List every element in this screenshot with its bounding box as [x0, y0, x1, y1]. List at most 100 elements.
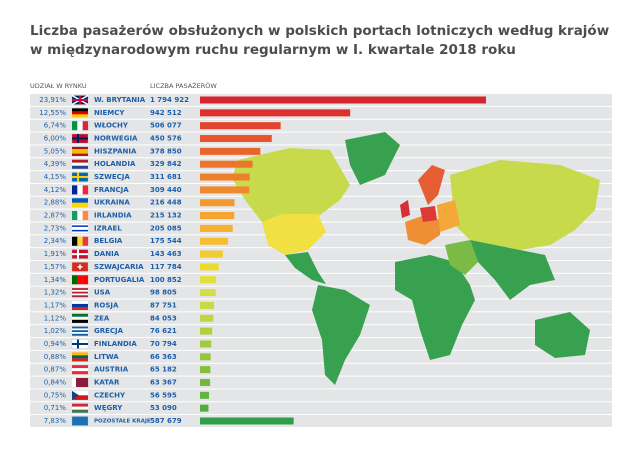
category-label: IRLANDIA [94, 212, 132, 220]
flag [72, 352, 88, 362]
flag-stripe [72, 330, 88, 333]
flag-stripe [72, 409, 88, 413]
flag-stripe [72, 226, 88, 229]
flag-stripe [72, 121, 78, 131]
bar [200, 378, 211, 386]
category-label: HISZPANIA [94, 147, 137, 155]
flag-stripe [72, 108, 88, 112]
flag-stripe [77, 236, 83, 246]
flag-stripe [72, 333, 88, 336]
row-band [30, 363, 612, 376]
bar [200, 186, 250, 194]
category-label: WĘGRY [94, 404, 123, 412]
chart-subtitle: w międzynarodowym ruchu regularnym w I. … [30, 42, 516, 58]
flag-stripe [77, 121, 83, 131]
value-label: 215 132 [150, 212, 182, 220]
flag-cross [77, 264, 83, 270]
flag-stripe [72, 355, 88, 359]
value-label: 205 085 [150, 224, 182, 232]
bar [200, 224, 233, 232]
flag [72, 223, 88, 233]
share-label: 0,88% [44, 353, 67, 361]
flag-stripe [84, 377, 89, 387]
share-label: 4,39% [44, 160, 67, 168]
share-label: 1,91% [44, 250, 67, 258]
flag-stripe [72, 275, 78, 285]
share-label: 5,05% [44, 147, 67, 155]
usa [262, 214, 326, 255]
value-header: LICZBA PASAŻERÓW [150, 81, 217, 90]
flag-stripe [82, 121, 89, 131]
flag [71, 416, 89, 426]
flag-stripe [77, 185, 83, 195]
share-label: 2,34% [44, 237, 67, 245]
flag-stripe [72, 185, 78, 195]
flag [72, 313, 88, 323]
flag-stripe [72, 406, 88, 410]
flag [71, 262, 89, 272]
bar [200, 96, 486, 104]
category-label: FINLANDIA [94, 340, 137, 348]
category-label: POZOSTAŁE KRAJE [94, 419, 151, 425]
south-asia [470, 240, 555, 300]
category-label: SZWECJA [94, 173, 130, 181]
flag-stripe [76, 377, 81, 387]
category-label: SZWAJCARIA [94, 263, 144, 271]
share-label: 4,12% [44, 186, 67, 194]
flag-stripe [72, 332, 88, 334]
south-america [312, 285, 370, 385]
flag-field [71, 416, 89, 426]
share-label: 1,32% [44, 289, 67, 297]
flag-stripe [72, 225, 88, 227]
category-label: NORWEGIA [94, 135, 138, 143]
value-label: 329 842 [150, 160, 182, 168]
share-label: 1,17% [44, 301, 67, 309]
flag-stripe [72, 153, 88, 156]
flag [71, 249, 89, 259]
row-band [30, 248, 612, 260]
chart-title: Liczba pasażerów obsłużonych w polskich … [30, 23, 609, 39]
share-label: 1,57% [44, 263, 67, 271]
flag-cross [72, 95, 88, 105]
flag-stripe [72, 165, 88, 169]
bar [200, 353, 211, 361]
flag-stripe [72, 403, 88, 407]
flag-cross [72, 134, 88, 144]
flag-stripe [72, 291, 88, 294]
bar [200, 417, 294, 425]
bar [200, 199, 235, 207]
flag [72, 159, 88, 169]
share-label: 2,87% [44, 212, 67, 220]
flag [72, 403, 88, 413]
flag-stripe [72, 146, 88, 150]
flag-cross [72, 172, 88, 182]
flag-stripe [72, 358, 88, 362]
flag-stripe [72, 352, 88, 356]
bar [200, 366, 211, 374]
row-band [30, 235, 612, 248]
category-label: IZRAEL [94, 224, 122, 232]
flag-triangle [72, 390, 79, 400]
flag-stripe [82, 185, 89, 195]
category-label: ROSJA [94, 301, 119, 309]
value-label: 378 850 [150, 147, 182, 155]
row-band [30, 338, 612, 350]
value-label: 66 363 [150, 353, 177, 361]
category-label: DANIA [94, 250, 120, 258]
flag-stripe [72, 306, 88, 311]
australia [535, 312, 590, 358]
flag-stripe [72, 390, 88, 396]
value-label: 143 463 [150, 250, 182, 258]
row-band [30, 209, 612, 222]
bar [200, 327, 213, 335]
value-label: 506 077 [150, 122, 182, 130]
row-band [30, 415, 612, 427]
bar [200, 109, 351, 117]
flag-stripe [72, 365, 88, 369]
flag [71, 339, 89, 349]
flag-stripe [72, 228, 88, 230]
value-label: 53 090 [150, 404, 177, 412]
germany [420, 206, 437, 222]
flag-stripe [72, 295, 88, 298]
category-label: AUSTRIA [94, 366, 129, 374]
